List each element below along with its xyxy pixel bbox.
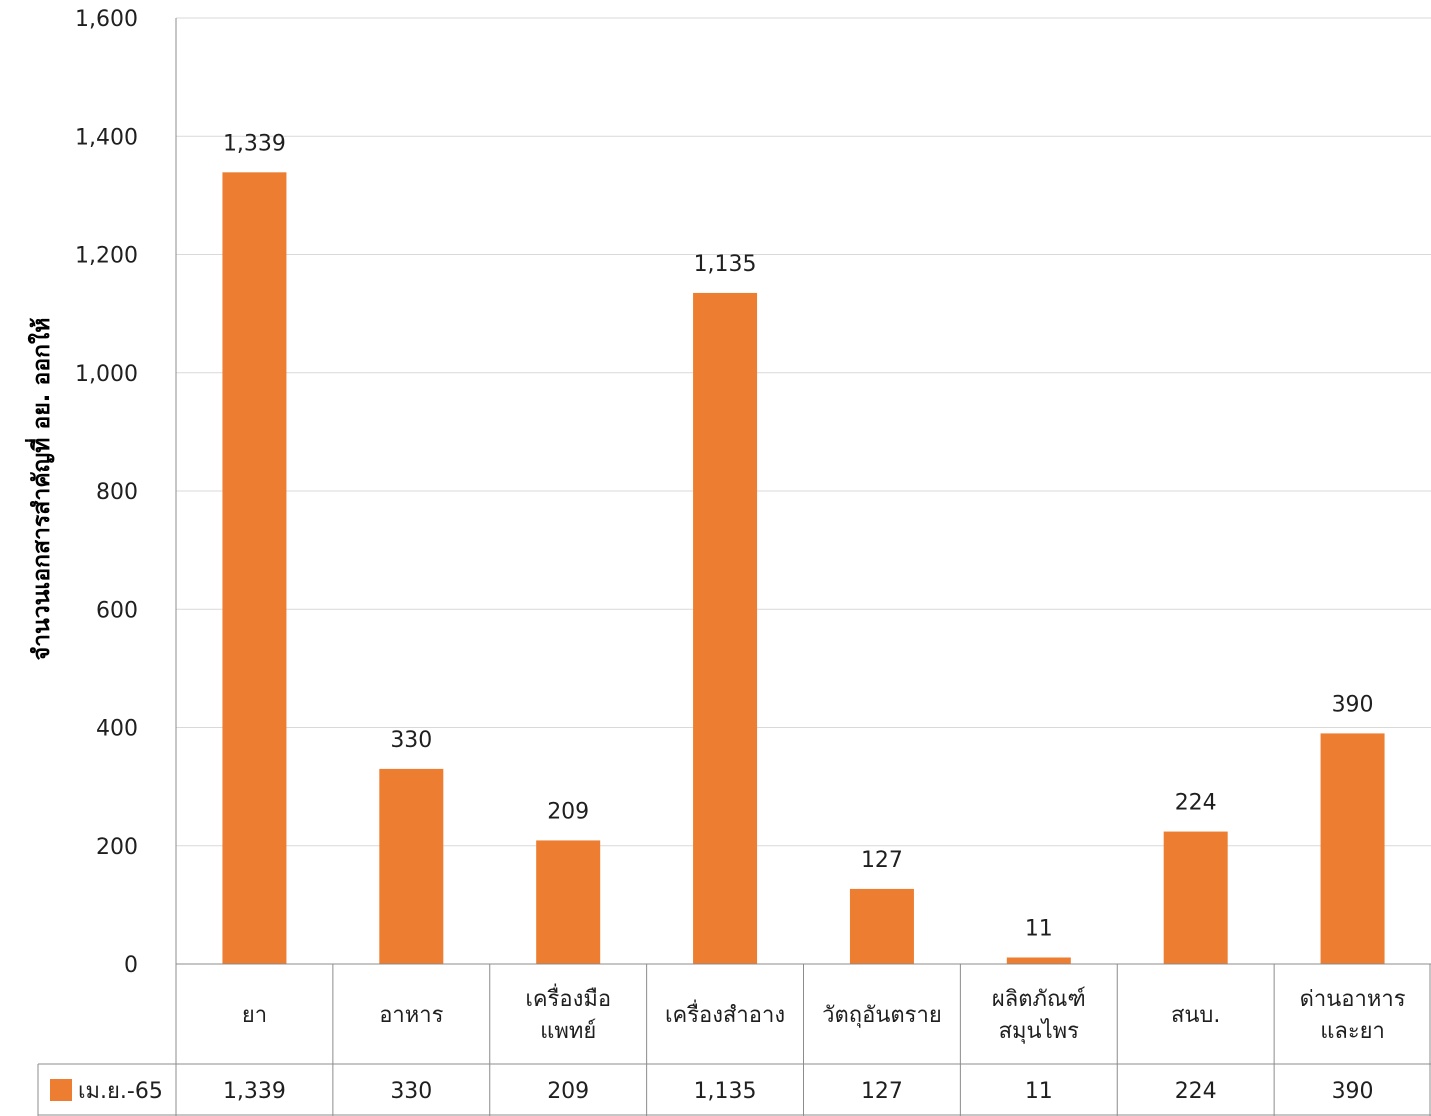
table-value: 1,135 xyxy=(694,1079,757,1104)
y-tick-label: 800 xyxy=(96,480,138,505)
category-label: แพทย์ xyxy=(540,1019,596,1044)
category-label: เครื่องมือ xyxy=(525,983,611,1012)
legend-swatch xyxy=(50,1079,72,1101)
data-label: 209 xyxy=(547,799,589,824)
bar xyxy=(536,840,601,964)
table-value: 390 xyxy=(1332,1079,1374,1104)
y-tick-label: 0 xyxy=(124,953,138,978)
data-label: 1,135 xyxy=(694,252,757,277)
data-label: 390 xyxy=(1332,692,1374,717)
data-label: 330 xyxy=(390,728,432,753)
data-label: 11 xyxy=(1025,916,1053,941)
table-value: 209 xyxy=(547,1079,589,1104)
table-value: 224 xyxy=(1175,1079,1217,1104)
labels: 0 200 400 600 800 1,000 1,200 1,400 1,600 1,339 ยา… xyxy=(75,7,1406,1104)
category-label: วัตถุอันตราย xyxy=(822,1003,942,1028)
y-tick-label: 1,200 xyxy=(75,244,138,269)
y-tick-label: 200 xyxy=(96,835,138,860)
y-tick-label: 600 xyxy=(96,598,138,623)
data-label: 1,339 xyxy=(223,131,286,156)
table-value: 127 xyxy=(861,1079,903,1104)
bar xyxy=(849,888,914,964)
legend-label: เม.ย.-65 xyxy=(78,1079,163,1104)
table-value: 330 xyxy=(390,1079,432,1104)
y-tick-label: 1,000 xyxy=(75,362,138,387)
bars xyxy=(222,172,1385,964)
table-value: 1,339 xyxy=(223,1079,286,1104)
y-tick-label: 1,600 xyxy=(75,7,138,32)
category-label: สมุนไพร xyxy=(999,1018,1080,1044)
table-value: 11 xyxy=(1025,1079,1053,1104)
category-label: ผลิตภัณฑ์ xyxy=(992,987,1086,1012)
data-label: 127 xyxy=(861,848,903,873)
category-label: เครื่องสำอาง xyxy=(665,999,785,1028)
data-label: 224 xyxy=(1175,791,1217,816)
bar xyxy=(379,768,444,964)
category-label: และยา xyxy=(1320,1019,1385,1044)
category-label: ด่านอาหาร xyxy=(1300,987,1406,1012)
bar xyxy=(1006,957,1071,964)
data-table xyxy=(37,18,1431,1116)
bar xyxy=(222,172,287,964)
bar xyxy=(1320,733,1385,964)
bar xyxy=(693,292,758,964)
bar xyxy=(1163,831,1228,964)
category-label: สนบ. xyxy=(1171,1003,1220,1028)
category-label: อาหาร xyxy=(379,1003,443,1028)
gridlines xyxy=(176,17,1431,847)
y-axis-label: จำนวนเอกสารสำคัญที่ อย. ออกให้ xyxy=(24,318,55,661)
y-tick-label: 1,400 xyxy=(75,125,138,150)
category-label: ยา xyxy=(242,1003,267,1028)
y-tick-label: 400 xyxy=(96,717,138,742)
